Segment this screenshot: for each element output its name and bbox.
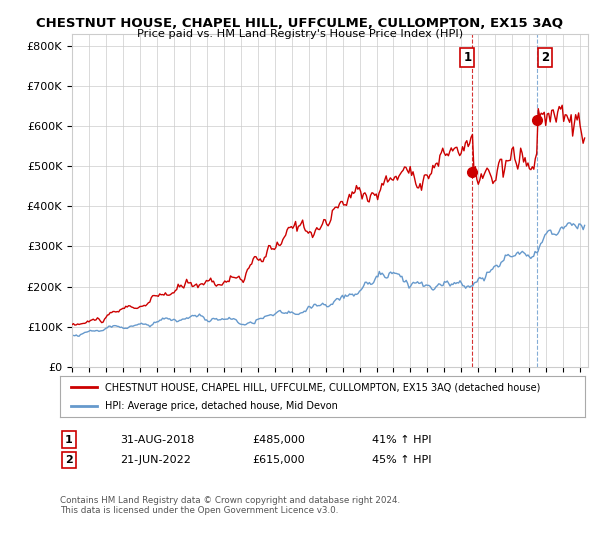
Text: £615,000: £615,000 (252, 455, 305, 465)
Text: 1: 1 (65, 435, 73, 445)
Text: 45% ↑ HPI: 45% ↑ HPI (372, 455, 431, 465)
Text: 1: 1 (463, 51, 472, 64)
Text: Price paid vs. HM Land Registry's House Price Index (HPI): Price paid vs. HM Land Registry's House … (137, 29, 463, 39)
Text: 41% ↑ HPI: 41% ↑ HPI (372, 435, 431, 445)
Text: 31-AUG-2018: 31-AUG-2018 (120, 435, 194, 445)
Text: CHESTNUT HOUSE, CHAPEL HILL, UFFCULME, CULLOMPTON, EX15 3AQ (detached house): CHESTNUT HOUSE, CHAPEL HILL, UFFCULME, C… (104, 382, 540, 393)
Text: Contains HM Land Registry data © Crown copyright and database right 2024.
This d: Contains HM Land Registry data © Crown c… (60, 496, 400, 515)
Text: CHESTNUT HOUSE, CHAPEL HILL, UFFCULME, CULLOMPTON, EX15 3AQ: CHESTNUT HOUSE, CHAPEL HILL, UFFCULME, C… (37, 17, 563, 30)
Text: 21-JUN-2022: 21-JUN-2022 (120, 455, 191, 465)
Text: 2: 2 (65, 455, 73, 465)
Text: £485,000: £485,000 (252, 435, 305, 445)
Text: 2: 2 (541, 51, 549, 64)
Text: HPI: Average price, detached house, Mid Devon: HPI: Average price, detached house, Mid … (104, 401, 337, 411)
